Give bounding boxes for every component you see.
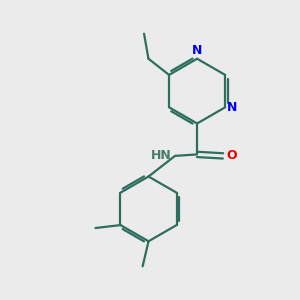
Text: N: N — [192, 44, 202, 57]
Text: O: O — [226, 149, 237, 162]
Text: N: N — [227, 101, 238, 114]
Text: HN: HN — [151, 149, 172, 162]
